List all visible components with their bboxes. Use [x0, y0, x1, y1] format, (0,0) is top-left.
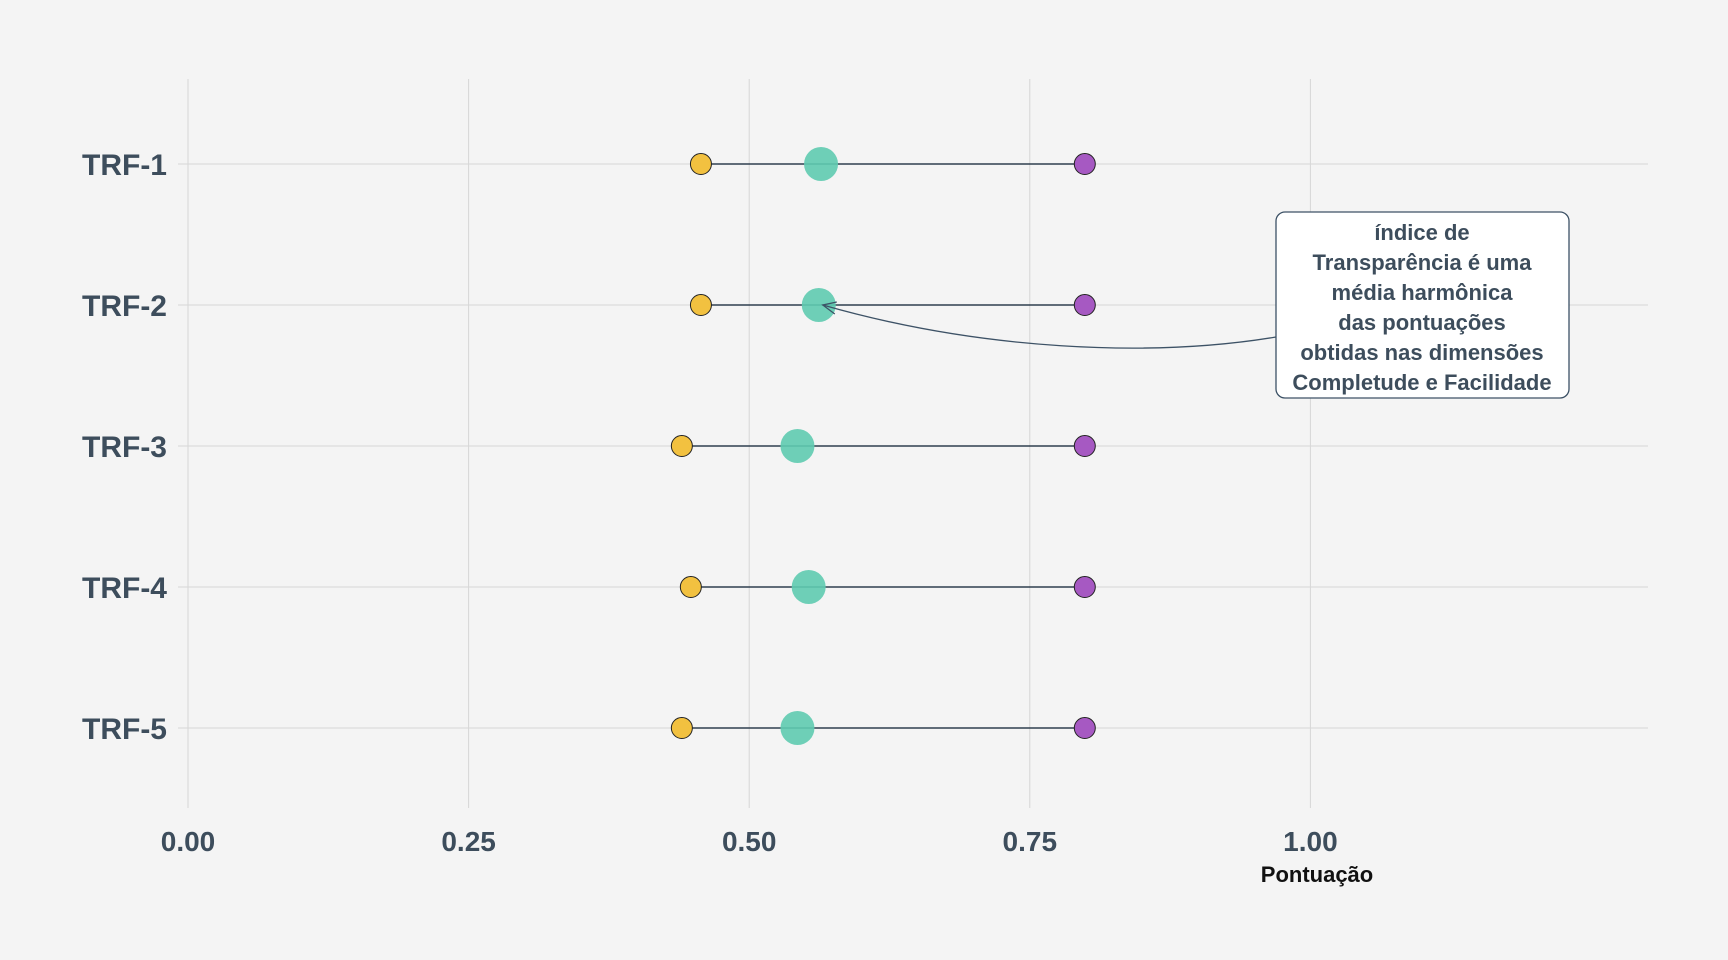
dumbbell-row [679, 570, 1096, 604]
annotation-arrowhead [821, 301, 837, 315]
annotation-line: índice de [1374, 220, 1469, 245]
dumbbell-row [689, 147, 1096, 181]
mid-point [780, 711, 815, 745]
low-point [679, 576, 702, 598]
high-point [1073, 576, 1096, 598]
high-point [1073, 717, 1096, 739]
x-tick-label: 1.00 [1283, 826, 1338, 857]
category-label: TRF-5 [82, 713, 167, 746]
mid-point [801, 288, 836, 322]
category-label: TRF-3 [82, 431, 167, 464]
mid-point [804, 147, 839, 181]
annotation-box [1275, 211, 1570, 399]
x-tick-label: 0.00 [161, 826, 216, 857]
annotation: índice de Transparência é uma média harmôn… [821, 211, 1570, 399]
dumbbell-row [670, 429, 1096, 463]
dumbbell-marks [670, 147, 1096, 745]
annotation-arrow [822, 304, 1277, 349]
category-label: TRF-4 [82, 572, 167, 605]
x-tick-label: 0.25 [441, 826, 496, 857]
low-point [670, 717, 693, 739]
annotation-text: índice de Transparência é uma média harmôn… [1292, 220, 1551, 395]
annotation-line: obtidas nas dimensões [1300, 340, 1543, 365]
mid-point [791, 570, 826, 604]
mid-point [780, 429, 815, 463]
category-labels: TRF-1 TRF-2 TRF-3 TRF-4 TRF-5 [82, 149, 167, 746]
category-label: TRF-2 [82, 290, 167, 323]
x-axis-title: Pontuação [1261, 862, 1373, 887]
high-point [1073, 435, 1096, 457]
low-point [670, 435, 693, 457]
annotation-line: média harmônica [1332, 280, 1514, 305]
high-point [1073, 294, 1096, 316]
category-label: TRF-1 [82, 149, 167, 182]
dumbbell-row [689, 288, 1096, 322]
x-tick-label: 0.50 [722, 826, 777, 857]
low-point [689, 294, 712, 316]
annotation-line: das pontuações [1338, 310, 1505, 335]
low-point [689, 153, 712, 175]
annotation-line: Transparência é uma [1313, 250, 1533, 275]
dumbbell-row [670, 711, 1096, 745]
high-point [1073, 153, 1096, 175]
grid-lines [178, 79, 1648, 808]
x-tick-labels: 0.00 0.25 0.50 0.75 1.00 [161, 826, 1338, 857]
annotation-line: Completude e Facilidade [1292, 370, 1551, 395]
x-tick-label: 0.75 [1003, 826, 1058, 857]
